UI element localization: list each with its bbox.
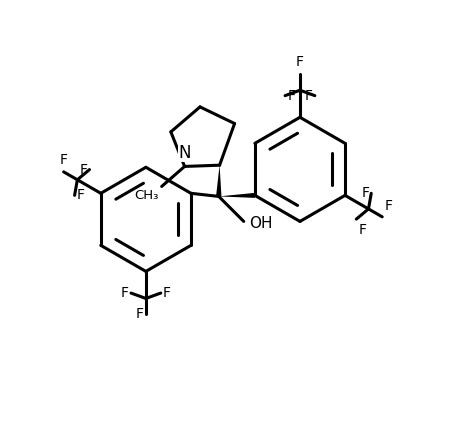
- Text: F: F: [384, 199, 392, 213]
- Text: F: F: [163, 286, 171, 300]
- Text: CH₃: CH₃: [134, 189, 158, 202]
- Text: F: F: [136, 307, 144, 321]
- Text: F: F: [121, 286, 129, 300]
- Text: F: F: [76, 188, 85, 203]
- Polygon shape: [216, 165, 221, 197]
- Text: F: F: [361, 187, 369, 200]
- Text: F: F: [305, 89, 313, 103]
- Text: F: F: [359, 223, 366, 237]
- Text: OH: OH: [249, 216, 272, 231]
- Text: F: F: [60, 153, 68, 167]
- Polygon shape: [219, 193, 255, 198]
- Text: F: F: [296, 55, 304, 69]
- Text: N: N: [178, 144, 191, 162]
- Text: F: F: [287, 89, 295, 103]
- Text: F: F: [79, 162, 87, 176]
